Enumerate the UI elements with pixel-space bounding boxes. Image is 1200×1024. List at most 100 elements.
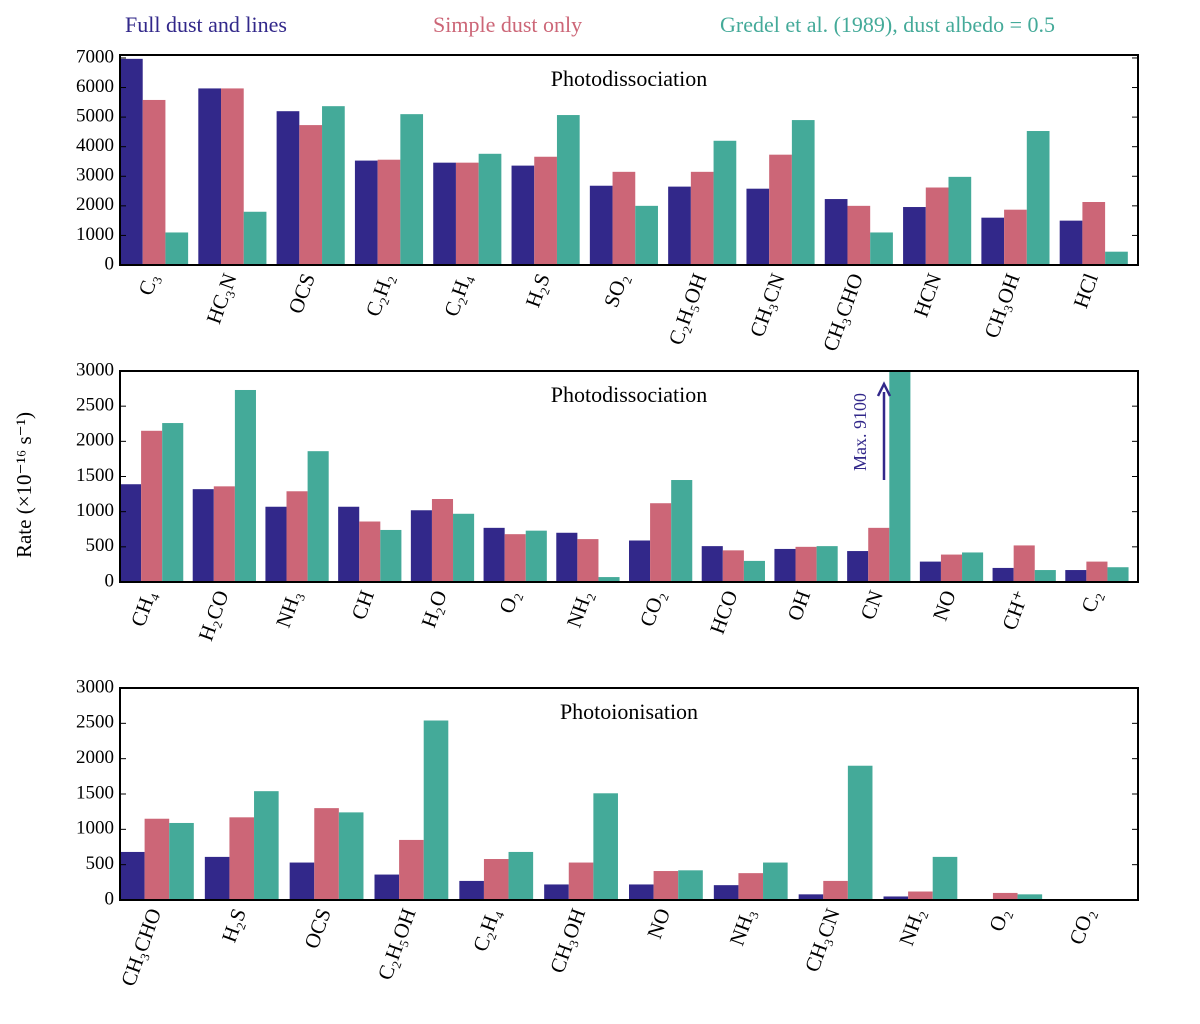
bar [254, 791, 279, 900]
bar [1082, 202, 1106, 265]
x-tick-label: NH₃ [271, 587, 306, 631]
bar [847, 765, 873, 900]
bar [423, 720, 449, 900]
y-tick-label: 1000 [76, 500, 114, 521]
bar [534, 156, 557, 265]
bar [589, 185, 613, 265]
bar [511, 165, 535, 265]
x-tick-label: CO₂ [1064, 905, 1099, 948]
bar [338, 812, 364, 900]
bar [870, 232, 893, 265]
y-tick-label: 2500 [76, 712, 114, 733]
bar [453, 513, 475, 582]
bar [354, 160, 378, 265]
y-tick-label: 2000 [76, 747, 114, 768]
y-tick-label: 1000 [76, 224, 114, 245]
y-tick-label: 500 [86, 535, 115, 556]
bar [925, 187, 949, 265]
bar [556, 532, 578, 582]
y-tick-label: 0 [105, 253, 115, 274]
bar [940, 554, 963, 582]
x-tick-label: C₂ [1076, 587, 1106, 615]
bar [459, 880, 484, 900]
bar [483, 859, 509, 900]
x-tick-label: CH⁺ [997, 587, 1033, 633]
x-tick-label: O₂ [984, 905, 1014, 934]
chart-title: Photoionisation [560, 699, 698, 724]
bar [399, 839, 424, 900]
bar [1004, 209, 1027, 265]
bar [903, 207, 926, 265]
bar [847, 551, 869, 582]
x-tick-label: C₂H₂ [361, 270, 399, 319]
bar [359, 521, 381, 582]
bar [629, 540, 651, 582]
x-tick-label: C₂H₅OH [664, 270, 712, 348]
x-tick-label: OCS [283, 270, 320, 317]
bar [650, 503, 672, 582]
y-axis-label: Rate (×10⁻¹⁶ s⁻¹) [12, 412, 36, 558]
bar [265, 506, 287, 582]
x-tick-label: CH₃CHO [116, 905, 166, 989]
y-tick-label: 2000 [76, 430, 114, 451]
bar [962, 552, 984, 582]
x-tick-label: O₂ [494, 587, 524, 616]
annotation: Max. 9100 [850, 393, 870, 471]
y-tick-label: 3000 [76, 165, 114, 186]
plot-frame [119, 687, 1139, 901]
x-tick-label: H₂S [217, 905, 251, 945]
bar [713, 885, 739, 900]
bar [1065, 570, 1087, 582]
bar [948, 176, 972, 265]
y-tick-label: 0 [105, 888, 115, 909]
x-tick-label: HCl [1068, 270, 1103, 311]
x-tick-label: CH₄ [126, 587, 161, 630]
y-tick-label: 500 [86, 853, 115, 874]
bar [919, 561, 941, 582]
bar [992, 567, 1014, 582]
bar [400, 114, 424, 265]
bar [165, 232, 189, 265]
y-tick-label: 3000 [76, 676, 114, 697]
legend-entry: Gredel et al. (1989), dust albedo = 0.5 [720, 12, 1055, 37]
bar [722, 550, 744, 582]
bar [791, 120, 815, 265]
bar [612, 171, 636, 265]
x-tick-label: CO₂ [635, 587, 670, 630]
bar [816, 546, 838, 582]
x-tick-label: H₂CO [193, 587, 233, 644]
bar [338, 506, 360, 582]
bar [1013, 545, 1035, 582]
bar [635, 205, 658, 265]
bar [889, 371, 911, 582]
y-tick-label: 2000 [76, 194, 114, 215]
x-tick-label: CH₃CHO [818, 270, 868, 354]
bar [556, 115, 580, 265]
bar [483, 527, 505, 582]
bar [713, 140, 737, 265]
bar [431, 499, 454, 582]
x-tick-label: H₂O [416, 587, 451, 631]
bar [690, 171, 714, 265]
bar [286, 491, 308, 582]
bar [229, 817, 255, 900]
bar [120, 58, 143, 265]
y-tick-label: 6000 [76, 76, 114, 97]
bar [410, 510, 432, 582]
bar [504, 534, 526, 582]
annotation-arrowhead [876, 381, 892, 397]
bar [1026, 131, 1050, 265]
bar [577, 539, 599, 582]
bar [1017, 894, 1043, 900]
x-tick-label: OCS [299, 905, 336, 952]
chart-title: Photodissociation [551, 382, 707, 407]
x-tick-label: CH [346, 587, 379, 623]
legend-entry: Simple dust only [433, 12, 582, 37]
bar [162, 423, 184, 582]
bar [743, 560, 765, 582]
bar [1086, 561, 1108, 582]
x-tick-label: C₂H₄ [468, 905, 506, 954]
bar [314, 808, 339, 900]
bar [478, 153, 502, 265]
